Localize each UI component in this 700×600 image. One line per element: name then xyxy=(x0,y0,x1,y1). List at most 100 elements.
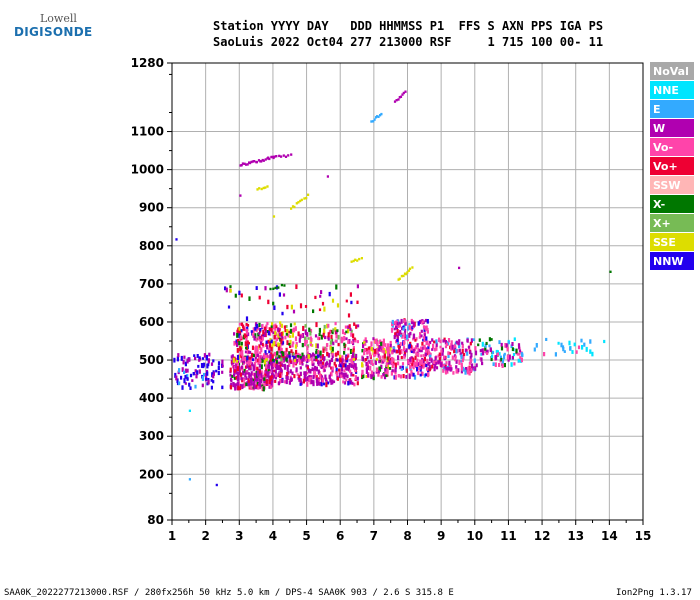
echo-point xyxy=(348,324,351,329)
echo-point xyxy=(347,313,351,318)
echo-point xyxy=(286,375,289,381)
echo-point xyxy=(270,325,273,329)
echo-point xyxy=(245,328,248,333)
trace-point xyxy=(373,118,376,121)
echo-point xyxy=(241,365,244,369)
trace-point xyxy=(250,160,253,164)
echo-point xyxy=(203,353,206,358)
echo-point xyxy=(424,352,428,357)
echo-point xyxy=(355,353,358,359)
echo-point xyxy=(274,326,277,331)
echo-point xyxy=(470,358,473,363)
echo-point xyxy=(498,363,501,367)
echo-point xyxy=(382,360,385,364)
echo-point xyxy=(423,333,426,338)
echo-point xyxy=(262,374,265,378)
echo-point xyxy=(178,381,181,386)
echo-point xyxy=(295,349,298,355)
echo-point xyxy=(273,374,276,378)
echo-point xyxy=(289,377,293,382)
trace-point xyxy=(264,158,267,161)
trace-point xyxy=(262,159,265,162)
echo-point xyxy=(299,335,302,339)
legend-label: X- xyxy=(653,198,665,211)
isolated-point xyxy=(239,194,242,197)
echo-point xyxy=(265,324,268,329)
echo-point xyxy=(343,369,346,373)
echo-point xyxy=(314,372,317,378)
echo-point xyxy=(364,348,367,352)
echo-point xyxy=(384,343,387,348)
echo-point xyxy=(380,341,383,346)
legend-swatch-ssw xyxy=(650,176,694,194)
echo-point xyxy=(260,347,263,353)
echo-point xyxy=(396,338,399,343)
y-tick-label: 800 xyxy=(139,239,164,253)
echo-point xyxy=(401,326,404,331)
echo-point xyxy=(264,380,267,384)
echo-point xyxy=(274,340,277,345)
echo-point xyxy=(251,331,254,336)
echo-point xyxy=(464,348,467,353)
echo-point xyxy=(444,345,448,349)
echo-point xyxy=(363,350,366,356)
echo-point xyxy=(349,292,352,297)
echo-point xyxy=(427,372,430,377)
echo-point xyxy=(377,370,380,374)
echo-point xyxy=(277,333,280,338)
echo-point xyxy=(325,382,328,388)
echo-point xyxy=(375,371,378,374)
echo-point xyxy=(319,363,322,368)
echo-point xyxy=(356,284,359,289)
echo-point xyxy=(324,374,327,380)
echo-point xyxy=(399,365,402,370)
echo-point xyxy=(336,377,339,381)
echo-point xyxy=(203,372,206,377)
echo-point xyxy=(315,322,318,328)
echo-point xyxy=(280,357,283,362)
echo-point xyxy=(295,354,298,358)
echo-point xyxy=(486,349,489,354)
echo-point xyxy=(233,340,236,346)
echo-point xyxy=(210,379,213,382)
echo-point xyxy=(285,357,288,362)
echo-point xyxy=(247,360,250,366)
echo-point xyxy=(302,354,305,360)
echo-point xyxy=(505,343,508,349)
echo-point xyxy=(202,365,205,369)
echo-point xyxy=(390,327,394,333)
legend-label: NoVal xyxy=(653,65,689,78)
echo-point xyxy=(498,352,501,356)
echo-point xyxy=(239,346,242,352)
echo-point xyxy=(338,364,341,368)
echo-point xyxy=(480,357,483,362)
echo-point xyxy=(242,378,246,382)
legend-swatch-x xyxy=(650,214,694,232)
echo-point xyxy=(277,372,280,378)
echo-point xyxy=(263,382,266,386)
trace-point xyxy=(287,154,290,157)
echo-point xyxy=(442,363,445,367)
echo-point xyxy=(194,356,197,361)
echo-point xyxy=(243,382,246,387)
trace-point xyxy=(277,286,280,289)
echo-point xyxy=(248,296,251,301)
echo-point xyxy=(311,344,314,347)
echo-point xyxy=(397,344,400,348)
echo-point xyxy=(390,360,394,365)
echo-point xyxy=(247,332,250,337)
echo-point xyxy=(361,373,364,378)
echo-point xyxy=(240,376,243,381)
echo-point xyxy=(251,363,254,367)
echo-point xyxy=(257,326,260,331)
echo-point xyxy=(362,344,365,349)
echo-point xyxy=(450,340,453,345)
x-tick-label: 9 xyxy=(437,529,445,543)
trace-point xyxy=(377,115,380,118)
trace-point xyxy=(411,266,414,269)
echo-point xyxy=(438,357,442,361)
echo-point xyxy=(481,361,484,366)
echo-point xyxy=(580,338,583,343)
echo-point xyxy=(240,322,244,327)
echo-point xyxy=(427,350,430,355)
